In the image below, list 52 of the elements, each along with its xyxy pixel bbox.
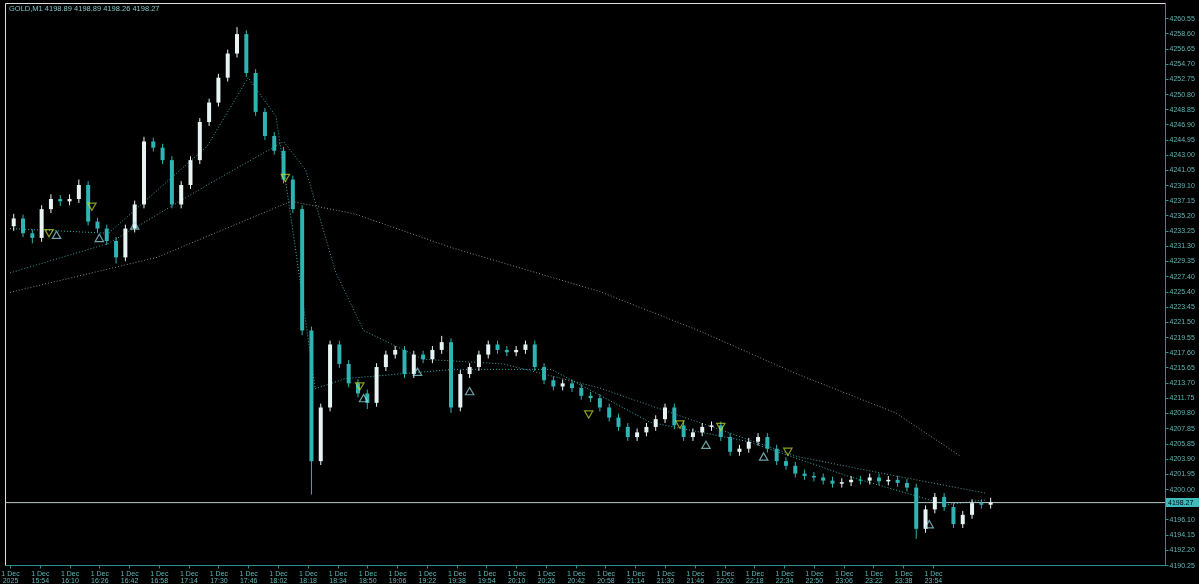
point <box>924 519 935 529</box>
candlestick <box>756 432 761 447</box>
candlestick <box>383 350 388 372</box>
line-series <box>9 140 986 494</box>
point <box>280 173 291 183</box>
candlestick <box>542 362 547 385</box>
candlestick <box>337 340 342 369</box>
candlestick <box>932 492 937 514</box>
line-series <box>9 200 962 457</box>
point <box>44 229 54 238</box>
candlestick <box>765 432 770 454</box>
candlestick <box>235 26 240 58</box>
candlestick <box>207 98 212 127</box>
candlestick <box>774 444 779 466</box>
candlestick <box>672 403 677 430</box>
candlestick <box>104 224 109 246</box>
point <box>94 233 105 243</box>
candlestick <box>532 340 537 372</box>
point <box>583 410 594 419</box>
candlestick <box>681 420 686 442</box>
point <box>51 230 62 240</box>
candlestick <box>728 432 733 457</box>
point <box>758 452 769 461</box>
point <box>129 221 140 230</box>
candlestick <box>663 403 668 424</box>
candlestick <box>690 427 695 442</box>
candlestick <box>783 456 788 471</box>
point <box>701 440 711 450</box>
point <box>355 382 365 391</box>
candlestick <box>904 478 909 492</box>
point <box>358 393 369 403</box>
candlestick <box>569 378 574 393</box>
candlestick <box>346 359 351 388</box>
candlestick <box>160 143 165 165</box>
point <box>464 386 475 396</box>
candlestick <box>476 350 481 372</box>
point <box>716 422 726 432</box>
candlestick <box>76 179 81 204</box>
candlestick <box>635 427 640 442</box>
point <box>87 202 97 212</box>
candlestick <box>877 473 882 486</box>
candlestick <box>411 350 416 379</box>
point <box>783 447 793 457</box>
point <box>675 420 685 429</box>
candlestick <box>21 214 26 238</box>
point <box>412 367 423 376</box>
candlestick <box>272 131 277 156</box>
candlestick <box>48 193 53 214</box>
candlestick <box>597 393 602 412</box>
candlestick <box>179 180 184 209</box>
candlestick <box>970 498 975 520</box>
candlestick <box>114 236 119 265</box>
